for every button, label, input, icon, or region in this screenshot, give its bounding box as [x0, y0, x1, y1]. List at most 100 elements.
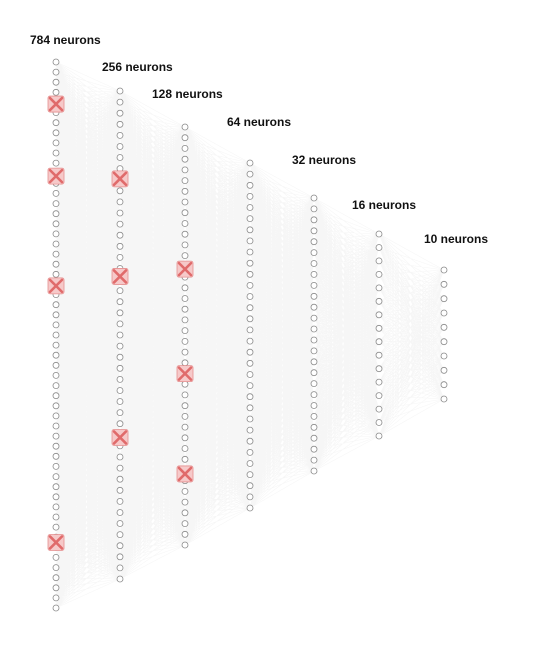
neuron-node: [311, 337, 317, 343]
neuron-node: [117, 365, 123, 371]
neuron-node: [53, 524, 59, 530]
neuron-node: [117, 199, 123, 205]
neuron-node: [311, 217, 317, 223]
neuron-node: [311, 392, 317, 398]
neuron-node: [53, 69, 59, 75]
neuron-node: [53, 221, 59, 227]
neuron-node: [117, 421, 123, 427]
edge-bundle-1: [120, 91, 185, 579]
neuron-node: [53, 312, 59, 318]
neuron-node: [117, 376, 123, 382]
neuron-node: [311, 206, 317, 212]
neuron-node: [247, 205, 253, 211]
neuron-node: [53, 393, 59, 399]
neuron-node: [117, 188, 123, 194]
neuron-node: [441, 396, 447, 402]
layer-label-64: 64 neurons: [227, 115, 291, 129]
neuron-node: [311, 315, 317, 321]
neuron-node: [376, 393, 382, 399]
neuron-node: [247, 472, 253, 478]
neuron-node: [117, 410, 123, 416]
dropout-cross-icon: [112, 171, 128, 187]
neuron-node: [311, 435, 317, 441]
neuron-node: [53, 120, 59, 126]
neuron-node: [53, 494, 59, 500]
neuron-node: [53, 271, 59, 277]
neuron-node: [53, 565, 59, 571]
neuron-node: [117, 543, 123, 549]
neuron-node: [117, 321, 123, 327]
neuron-node: [117, 155, 123, 161]
neuron-node: [182, 521, 188, 527]
neuron-node: [311, 271, 317, 277]
neuron-node: [311, 326, 317, 332]
neuron-node: [117, 288, 123, 294]
neuron-node: [376, 312, 382, 318]
neuron-node: [53, 140, 59, 146]
neuron-node: [117, 144, 123, 150]
neuron-node: [53, 504, 59, 510]
dropout-cross-icon: [177, 366, 193, 382]
neuron-node: [53, 383, 59, 389]
neuron-node: [311, 403, 317, 409]
neuron-node: [53, 302, 59, 308]
neuron-node: [247, 171, 253, 177]
neuron-node: [182, 435, 188, 441]
neuron-node: [376, 366, 382, 372]
neuron-node: [376, 271, 382, 277]
neuron-node: [53, 372, 59, 378]
neuron-node: [311, 468, 317, 474]
neuron-node: [53, 403, 59, 409]
neuron-node: [441, 382, 447, 388]
neuron-node: [53, 231, 59, 237]
neuron-node: [53, 595, 59, 601]
dropout-cross-icon: [177, 466, 193, 482]
neuron-node: [182, 296, 188, 302]
neuron-node: [247, 360, 253, 366]
neuron-node: [182, 403, 188, 409]
neuron-node: [441, 267, 447, 273]
neuron-node: [182, 499, 188, 505]
neuron-node: [53, 332, 59, 338]
neuron-node: [247, 305, 253, 311]
neuron-node: [247, 294, 253, 300]
neuron-node: [441, 367, 447, 373]
neuron-node: [117, 510, 123, 516]
neuron-node: [117, 498, 123, 504]
neuron-node: [247, 282, 253, 288]
layer-label-128: 128 neurons: [152, 87, 223, 101]
neuron-node: [53, 575, 59, 581]
neuron-node: [53, 201, 59, 207]
neuron-node: [182, 542, 188, 548]
neuron-node: [247, 349, 253, 355]
neuron-node: [182, 253, 188, 259]
neuron-node: [117, 532, 123, 538]
neuron-node: [53, 605, 59, 611]
dropout-cross-icon: [112, 268, 128, 284]
neuron-node: [182, 188, 188, 194]
neuron-node: [182, 135, 188, 141]
neuron-node: [247, 461, 253, 467]
neuron-node: [376, 231, 382, 237]
neuron-node: [53, 89, 59, 95]
neuron-node: [117, 354, 123, 360]
neuron-node: [182, 488, 188, 494]
neuron-node: [441, 281, 447, 287]
neuron-node: [311, 457, 317, 463]
neuron-node: [53, 261, 59, 267]
neuron-node: [311, 195, 317, 201]
neuron-node: [247, 249, 253, 255]
neuron-node: [247, 394, 253, 400]
neuron-node: [117, 310, 123, 316]
neuron-node: [53, 241, 59, 247]
neuron-node: [117, 487, 123, 493]
neuron-node: [182, 338, 188, 344]
neuron-node: [376, 420, 382, 426]
neuron-node: [53, 130, 59, 136]
neuron-node: [441, 324, 447, 330]
neuron-node: [311, 446, 317, 452]
neuron-node: [117, 399, 123, 405]
neuron-node: [311, 348, 317, 354]
edge-bundle-3: [250, 163, 314, 508]
